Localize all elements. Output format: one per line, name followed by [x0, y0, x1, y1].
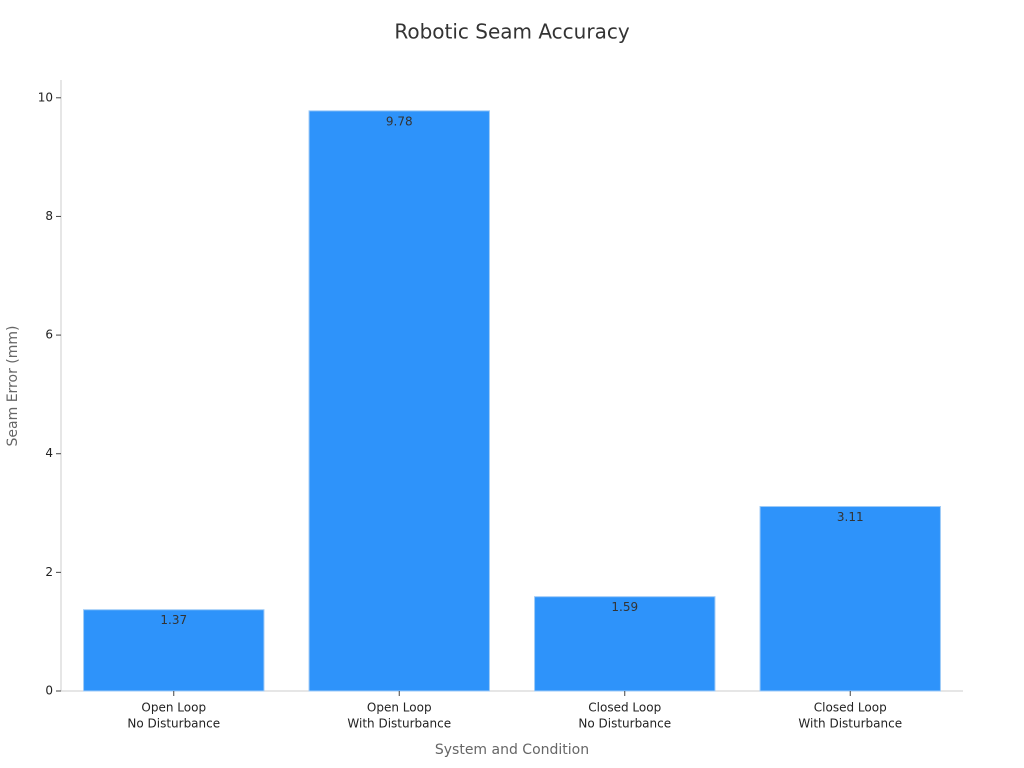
value-label: 9.78 [386, 114, 413, 128]
chart-title: Robotic Seam Accuracy [394, 20, 629, 44]
y-tick-label: 4 [45, 446, 53, 460]
value-label: 3.11 [837, 510, 864, 524]
x-tick-label: No Disturbance [127, 717, 220, 731]
x-tick-label: No Disturbance [578, 717, 671, 731]
x-tick-label: Closed Loop [588, 701, 661, 715]
y-tick-label: 2 [45, 565, 53, 579]
bar [534, 596, 716, 692]
y-tick-label: 8 [45, 209, 53, 223]
y-tick-label: 10 [38, 90, 53, 104]
x-tick-label: With Disturbance [347, 717, 451, 731]
y-tick-label: 0 [45, 684, 53, 698]
x-tick-label: Closed Loop [814, 701, 887, 715]
x-tick-label: With Disturbance [798, 717, 902, 731]
value-label: 1.59 [611, 600, 638, 614]
bar [83, 609, 265, 692]
value-label: 1.37 [160, 613, 187, 627]
x-tick-label: Open Loop [141, 701, 206, 715]
y-tick-label: 6 [45, 328, 53, 342]
x-tick-label: Open Loop [367, 701, 432, 715]
y-axis-label: Seam Error (mm) [5, 326, 21, 447]
bar [308, 110, 490, 692]
bar [759, 506, 941, 692]
x-axis-label: System and Condition [435, 742, 589, 758]
